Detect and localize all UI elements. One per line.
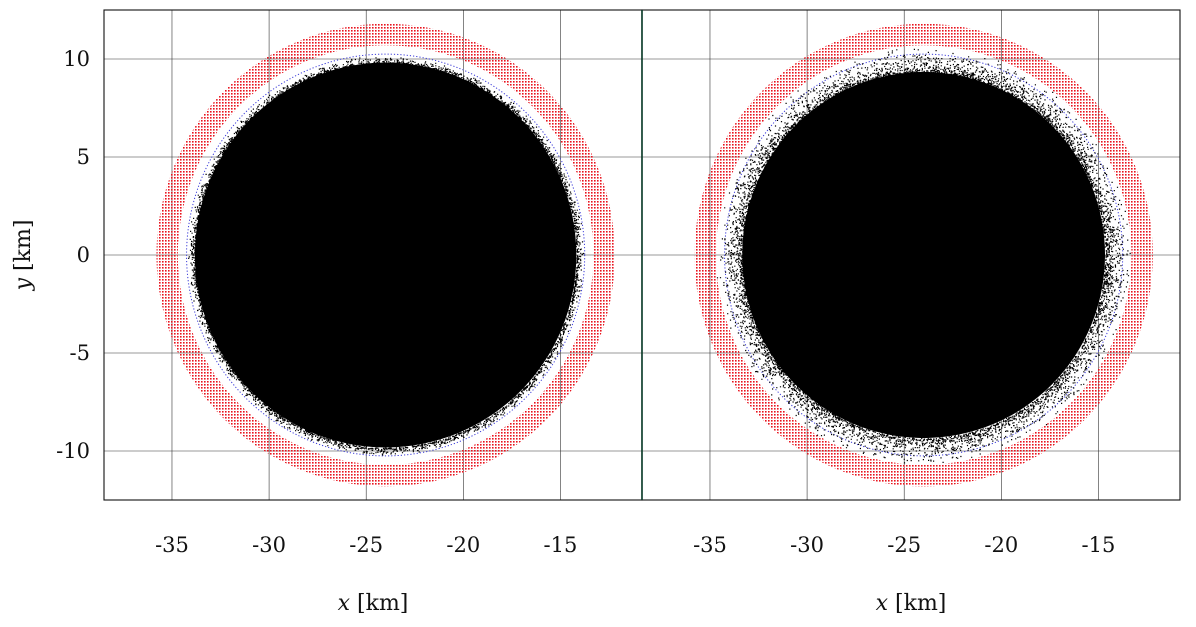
x-tick-label: -30 <box>252 533 286 557</box>
y-axis-label: y [km] <box>11 220 36 292</box>
x-tick-label: -30 <box>790 533 824 557</box>
y-tick-label: -5 <box>70 341 90 365</box>
x-tick-label: -25 <box>349 533 383 557</box>
y-tick-label: 10 <box>63 47 90 71</box>
blue-boundary-circle <box>186 53 586 457</box>
x-tick-label: -25 <box>887 533 921 557</box>
x-tick-label: -35 <box>155 533 189 557</box>
x-tick-label: -35 <box>693 533 727 557</box>
y-tick-label: 5 <box>77 145 90 169</box>
x-tick-label: -15 <box>1082 533 1116 557</box>
x-tick-label: -20 <box>446 533 480 557</box>
x-axis-label: x [km] <box>338 591 409 616</box>
disk-core <box>194 62 577 448</box>
black-particle-disk <box>716 48 1131 464</box>
panel-left <box>103 9 643 501</box>
x-axis-var: x <box>338 591 351 616</box>
y-axis-var: y <box>11 277 36 291</box>
x-axis-unit: [km] <box>888 591 946 616</box>
x-axis-var: x <box>876 591 889 616</box>
black-particle-disk <box>188 57 585 456</box>
x-axis-unit: [km] <box>350 591 408 616</box>
y-tick-label: 0 <box>77 243 90 267</box>
panel-right <box>641 9 1181 501</box>
disk-core <box>742 71 1106 439</box>
x-axis-label: x [km] <box>876 591 947 616</box>
x-tick-label: -15 <box>544 533 578 557</box>
y-tick-label: -10 <box>56 439 90 463</box>
x-tick-label: -20 <box>984 533 1018 557</box>
y-axis-unit: [km] <box>11 220 36 278</box>
